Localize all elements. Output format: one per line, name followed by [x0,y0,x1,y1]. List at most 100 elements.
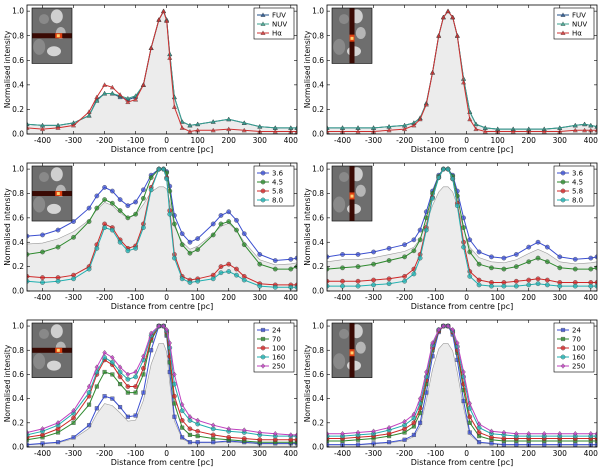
data-point [467,116,473,122]
data-point [417,227,423,233]
data-point [501,255,507,261]
legend-marker [560,30,566,35]
data-point [110,372,115,377]
data-point [440,14,446,20]
series-line-Hα [27,9,297,133]
y-tick-label: 0.6 [12,370,24,379]
y-tick-label: 0.0 [12,130,24,139]
y-tick-label: 0.8 [12,31,24,40]
data-point [210,221,216,227]
y-tick-label: 0.8 [12,189,24,198]
data-point [141,187,146,193]
data-point [141,366,146,371]
data-point [541,129,547,134]
inset-frame [331,322,373,378]
data-point [102,90,108,96]
data-point [179,242,185,248]
data-point [273,431,278,437]
y-tick-label: 0.6 [312,370,324,379]
data-point [94,193,100,199]
data-point [167,340,172,346]
data-point [513,252,519,257]
data-point [71,435,76,440]
data-point [179,402,185,408]
data-point [371,249,376,255]
legend-label: FUV [272,12,286,20]
x-tick-label: -100 [127,136,144,145]
data-point [226,126,232,131]
data-point [454,33,460,38]
data-point [241,242,247,248]
y-tick-label: 0.6 [12,56,24,65]
data-point [179,418,185,423]
data-point [234,217,239,223]
data-point [445,8,451,14]
data-point [572,283,578,289]
data-point [294,432,297,438]
data-point [40,232,45,238]
x-tick-label: 200 [222,449,237,458]
data-point [241,127,247,133]
data-point [109,84,115,90]
data-point [411,432,416,437]
data-point [467,414,473,420]
data-point [211,422,216,428]
x-tick-label: -100 [127,293,144,302]
legend-marker [260,345,266,351]
data-point [441,166,446,172]
y-tick-label: 0.0 [12,443,24,452]
data-point [179,119,185,124]
y-tick-label: 0.4 [312,394,324,403]
data-point [476,249,482,255]
x-tick-label: -100 [427,449,444,458]
data-point [355,129,361,134]
x-axis-label: Distance from centre [pc] [111,302,214,311]
data-point [476,282,482,288]
x-tick-label: -400 [334,293,351,302]
data-point [355,278,361,284]
data-point [234,266,239,272]
data-point [417,395,423,402]
legend-marker [560,170,566,176]
data-point [133,211,138,217]
data-point [476,421,482,427]
x-axis-label: Distance from centre [pc] [411,302,514,311]
data-point [102,82,108,87]
data-point [156,17,162,22]
data-point [582,127,588,133]
data-point [461,244,466,250]
data-point [86,113,92,118]
data-point [109,188,115,194]
x-tick-label: -300 [65,136,82,145]
data-point [210,432,216,438]
y-tick-label: 0.0 [312,287,324,296]
data-point [526,277,532,283]
data-point [386,245,392,251]
panel-6: -400 -300 -200 -100 0 100 200 300 400 0.0 0.2 0.4 0.… [303,319,598,467]
data-point [473,121,479,127]
x-tick-label: 100 [491,136,506,145]
data-point [40,441,45,446]
data-point [482,129,488,134]
data-point [86,266,92,272]
data-point [588,122,594,128]
data-point [141,353,146,359]
data-point [94,384,99,389]
data-point [489,283,494,289]
data-point [454,203,460,209]
data-point [355,252,361,257]
inset-frame [31,322,73,378]
data-point [417,237,423,243]
x-tick-label: -100 [427,136,444,145]
data-point [501,283,507,289]
x-tick-label: -400 [334,136,351,145]
data-point [125,384,131,389]
data-point [450,327,455,333]
data-point [125,215,131,221]
data-point [588,431,593,437]
data-point [573,431,578,437]
y-tick-label: 1.0 [12,322,24,331]
x-tick-label: 0 [464,136,469,145]
data-point [594,442,597,447]
